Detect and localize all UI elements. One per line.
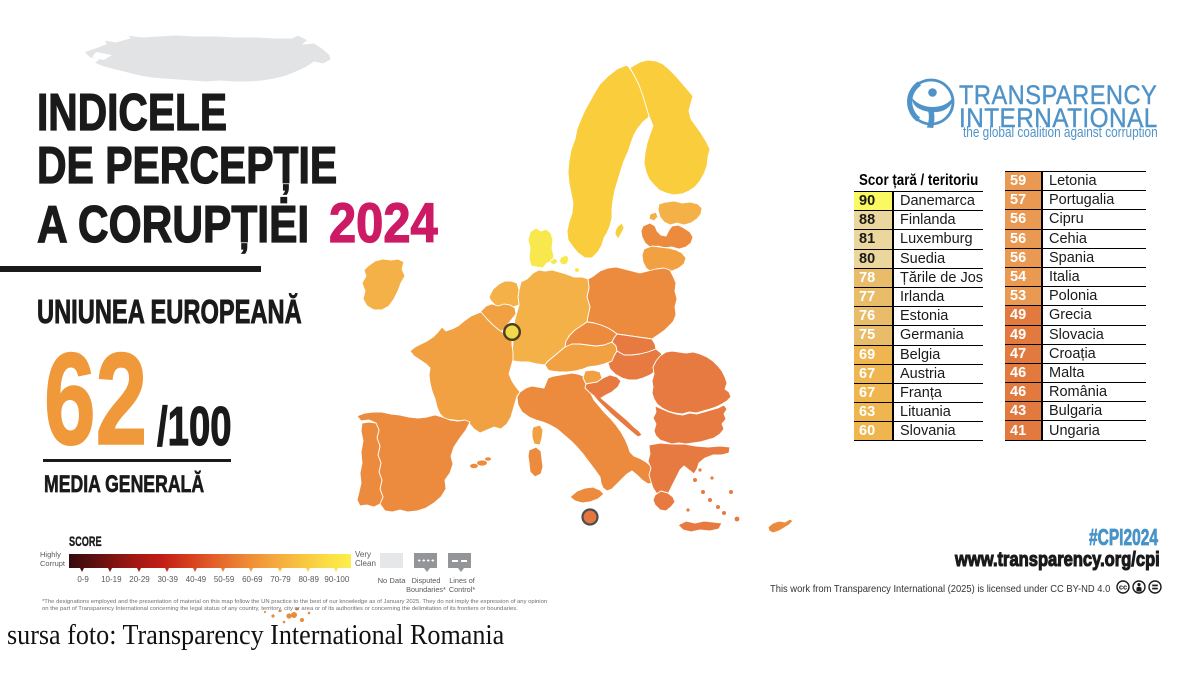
svg-text:cc: cc: [1119, 583, 1127, 592]
